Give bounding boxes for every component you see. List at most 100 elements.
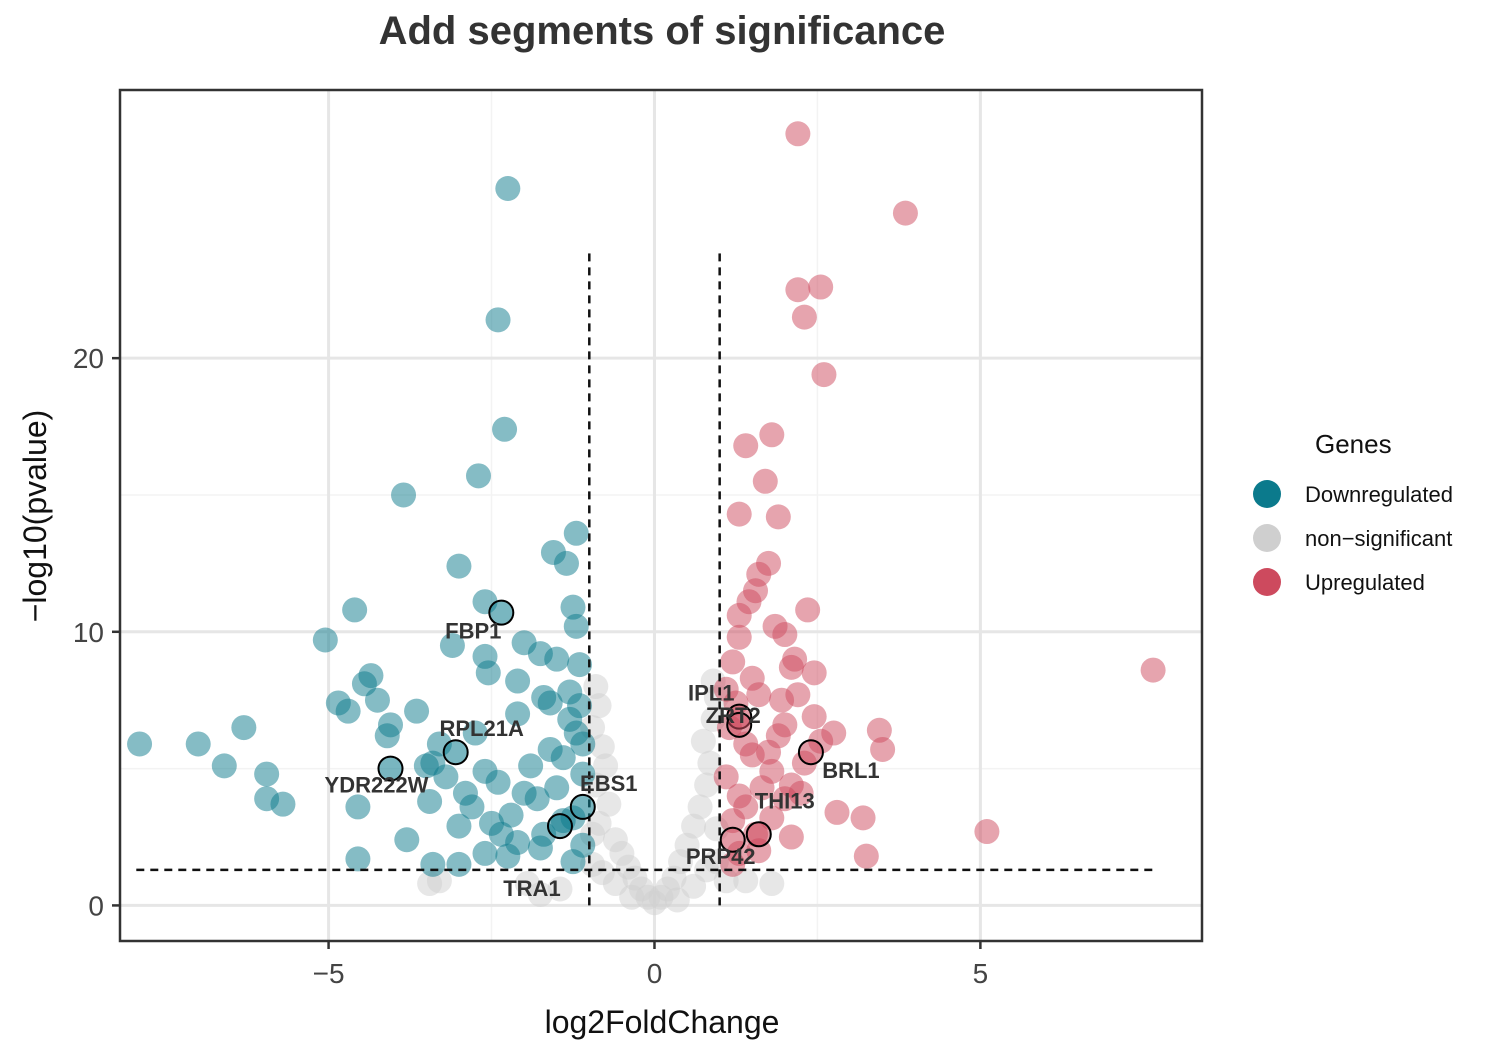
threshold-lines (136, 248, 1154, 906)
y-axis-title: −log10(pvalue) (17, 410, 53, 623)
point-down (492, 416, 518, 442)
point-ns (589, 734, 615, 760)
point-up (850, 805, 876, 831)
point-down (345, 846, 371, 872)
gene-label: BRL1 (822, 758, 879, 783)
legend-label: Downregulated (1305, 482, 1453, 507)
point-down (452, 780, 478, 806)
point-down (364, 687, 390, 713)
point-up (733, 433, 759, 459)
data-points (127, 121, 1166, 916)
point-down (439, 632, 465, 658)
point-up (808, 274, 834, 300)
point-ns (674, 832, 700, 858)
point-down (127, 731, 153, 757)
point-down (231, 715, 257, 741)
point-up (772, 712, 798, 738)
gene-label: IPL1 (688, 681, 734, 706)
point-down (567, 693, 593, 719)
point-down (544, 775, 570, 801)
point-up (772, 622, 798, 648)
point-down (498, 802, 524, 828)
point-down (570, 731, 596, 757)
point-ns (759, 871, 785, 897)
gene-label: FBP1 (445, 619, 501, 644)
point-down (475, 660, 501, 686)
point-down (560, 594, 586, 620)
highlight-point (569, 793, 596, 820)
point-up (1140, 657, 1166, 683)
point-ns (417, 871, 443, 897)
point-down (404, 698, 430, 724)
x-axis-ticks: −5 0 5 (313, 941, 988, 989)
point-up (974, 819, 1000, 845)
gene-label: ZRT2 (706, 703, 761, 728)
point-down (446, 851, 472, 877)
point-up (870, 736, 896, 762)
point-down (446, 553, 472, 579)
point-ns (589, 860, 615, 886)
y-tick-label: 20 (73, 343, 104, 374)
point-up (769, 687, 795, 713)
highlight-point (719, 826, 746, 853)
gene-label: YDR222W (325, 773, 429, 798)
x-axis-title: log2FoldChange (545, 1004, 780, 1040)
point-up (749, 775, 775, 801)
point-up (756, 739, 782, 765)
point-ns (527, 881, 553, 907)
point-down (485, 307, 511, 333)
y-tick-label: 0 (88, 890, 104, 921)
point-down (563, 520, 589, 546)
point-up (892, 200, 918, 226)
point-up (811, 362, 837, 388)
point-up (801, 704, 827, 730)
point-down (511, 780, 537, 806)
point-up (795, 597, 821, 623)
point-ns (664, 887, 690, 913)
point-down (560, 849, 586, 875)
point-ns (694, 857, 720, 883)
highlight-point (546, 813, 573, 840)
highlight-point (442, 739, 469, 766)
x-tick-label: −5 (313, 958, 345, 989)
y-axis-ticks: 0 10 20 (73, 343, 120, 921)
point-ns (619, 884, 645, 910)
legend-key (1253, 480, 1281, 508)
point-down (420, 851, 446, 877)
legend-title: Genes (1315, 429, 1392, 459)
gene-label: RPL21A (440, 716, 524, 741)
gene-label: THI13 (755, 788, 815, 813)
point-up (785, 121, 811, 147)
point-ns (596, 791, 622, 817)
point-down (433, 764, 459, 790)
highlight-point (726, 711, 753, 738)
point-down (270, 791, 296, 817)
point-down (472, 758, 498, 784)
legend-key (1253, 524, 1281, 552)
highlight-point (797, 739, 824, 766)
highlight-point (488, 599, 515, 626)
point-down (342, 597, 368, 623)
point-up (713, 764, 739, 790)
gene-label: PRP42 (686, 844, 756, 869)
y-tick-label: 10 (73, 617, 104, 648)
legend-key (1253, 568, 1281, 596)
point-up (726, 501, 752, 527)
point-up (788, 780, 814, 806)
point-up (765, 504, 791, 530)
point-down (518, 753, 544, 779)
point-down (544, 646, 570, 672)
point-ns (586, 693, 612, 719)
gene-label: EBS1 (580, 771, 637, 796)
legend-label: non−significant (1305, 526, 1452, 551)
point-ns (687, 794, 713, 820)
point-down (211, 753, 237, 779)
point-down (312, 627, 338, 653)
point-down (495, 843, 521, 869)
point-up (866, 717, 892, 743)
point-down (465, 463, 491, 489)
x-tick-label: 0 (647, 958, 663, 989)
point-down (570, 761, 596, 787)
point-up (720, 808, 746, 834)
